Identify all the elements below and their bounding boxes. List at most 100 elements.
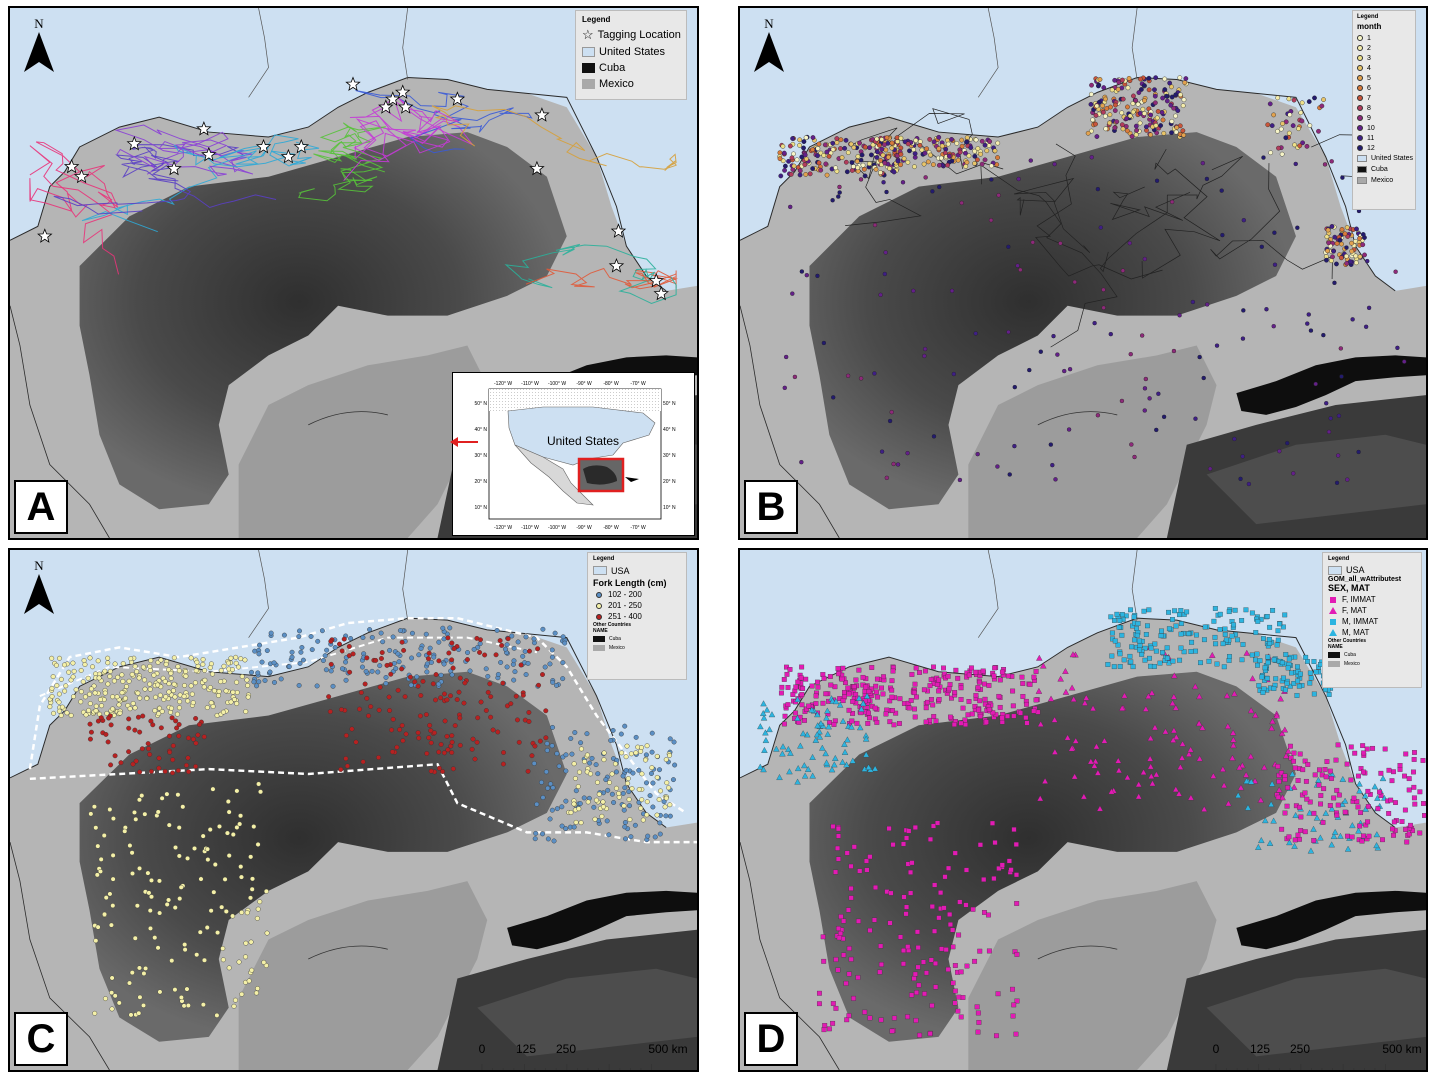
fish-point (332, 645, 338, 650)
fish-point (832, 754, 839, 761)
fish-point (828, 682, 834, 688)
fish-point (871, 917, 877, 923)
location-point (1152, 100, 1158, 106)
location-point (1261, 155, 1266, 160)
fish-point (1147, 735, 1154, 741)
location-point (889, 145, 895, 151)
fish-point (436, 749, 442, 755)
fish-point (1361, 833, 1366, 839)
fish-point (827, 674, 833, 679)
star-icon (648, 272, 664, 288)
fish-point (122, 828, 128, 834)
location-point (1093, 121, 1098, 127)
inset-map-svg: United States -120° W -110° W -100° W -90° … (474, 381, 676, 531)
fish-point (1349, 834, 1355, 840)
fish-point (1351, 795, 1357, 801)
fish-point (483, 708, 489, 713)
fish-point (850, 699, 856, 704)
fish-point (794, 778, 801, 785)
location-point (1201, 375, 1206, 381)
fish-point (972, 958, 978, 964)
fish-point (177, 699, 183, 705)
fish-point (1023, 715, 1029, 721)
fish-point (1373, 842, 1380, 849)
fish-point (53, 662, 59, 668)
location-point (816, 141, 822, 147)
location-point (1050, 462, 1055, 468)
location-point (797, 142, 802, 148)
fish-point (633, 734, 639, 740)
location-point (1366, 305, 1372, 311)
svg-text:-120° W: -120° W (494, 525, 512, 531)
fish-point (797, 742, 804, 749)
fish-point (626, 789, 632, 795)
fish-point (800, 686, 806, 691)
fish-point (146, 746, 152, 752)
fish-point (863, 692, 871, 699)
fish-point (1014, 901, 1020, 906)
fish-point (936, 677, 942, 683)
fish-point (1202, 624, 1208, 630)
fish-point (851, 684, 857, 690)
fish-point (338, 767, 344, 772)
fish-point (958, 685, 964, 691)
fish-point (127, 706, 133, 712)
fish-point (648, 771, 654, 776)
fish-point (117, 710, 123, 716)
fish-point (609, 791, 615, 797)
location-point (1305, 321, 1310, 326)
fish-point (932, 882, 938, 888)
fish-point (1386, 811, 1392, 816)
fish-point (63, 683, 69, 689)
fish-point (1254, 651, 1260, 657)
fish-point (856, 918, 861, 924)
fish-point (563, 798, 569, 804)
fish-point (151, 672, 157, 678)
fish-point (916, 982, 922, 988)
fish-point (1031, 674, 1037, 680)
fish-point (112, 661, 118, 667)
fish-point (1290, 783, 1298, 790)
location-point (1295, 225, 1300, 230)
fish-point (773, 745, 780, 752)
location-point (794, 157, 800, 163)
fish-point (904, 835, 910, 841)
fish-point (1068, 745, 1075, 752)
svg-text:50° N: 50° N (474, 401, 487, 407)
fish-point (348, 636, 354, 641)
location-point (891, 169, 897, 175)
location-point (964, 159, 970, 165)
fish-point (1226, 658, 1232, 663)
fish-point (578, 820, 584, 826)
location-point (859, 157, 864, 163)
fish-point (207, 685, 213, 690)
fish-point (931, 664, 936, 670)
fish-point (1193, 648, 1199, 654)
legend-month-3: 3 (1357, 53, 1411, 63)
fish-point (523, 634, 529, 640)
fish-point (1360, 743, 1366, 749)
fish-point (190, 700, 196, 706)
fish-point (802, 718, 807, 723)
fish-point (931, 823, 936, 829)
fish-point (1194, 632, 1199, 638)
fish-point (387, 647, 393, 653)
fish-point (431, 654, 437, 660)
location-point (1120, 268, 1126, 273)
location-point (1125, 85, 1131, 91)
fish-point (1371, 783, 1379, 790)
legend-item-usa: USA (593, 564, 681, 577)
location-point (931, 434, 937, 439)
location-point (1275, 95, 1281, 101)
fish-point (1282, 752, 1290, 759)
fish-point (1361, 750, 1367, 756)
fish-point (194, 952, 200, 958)
svg-text:-100° W: -100° W (548, 525, 566, 531)
fish-point (842, 680, 848, 686)
fish-point (300, 657, 306, 663)
location-point (972, 153, 978, 159)
location-point (957, 477, 963, 483)
fish-point (298, 649, 304, 655)
fish-point (912, 714, 918, 720)
fish-point (1010, 986, 1015, 992)
